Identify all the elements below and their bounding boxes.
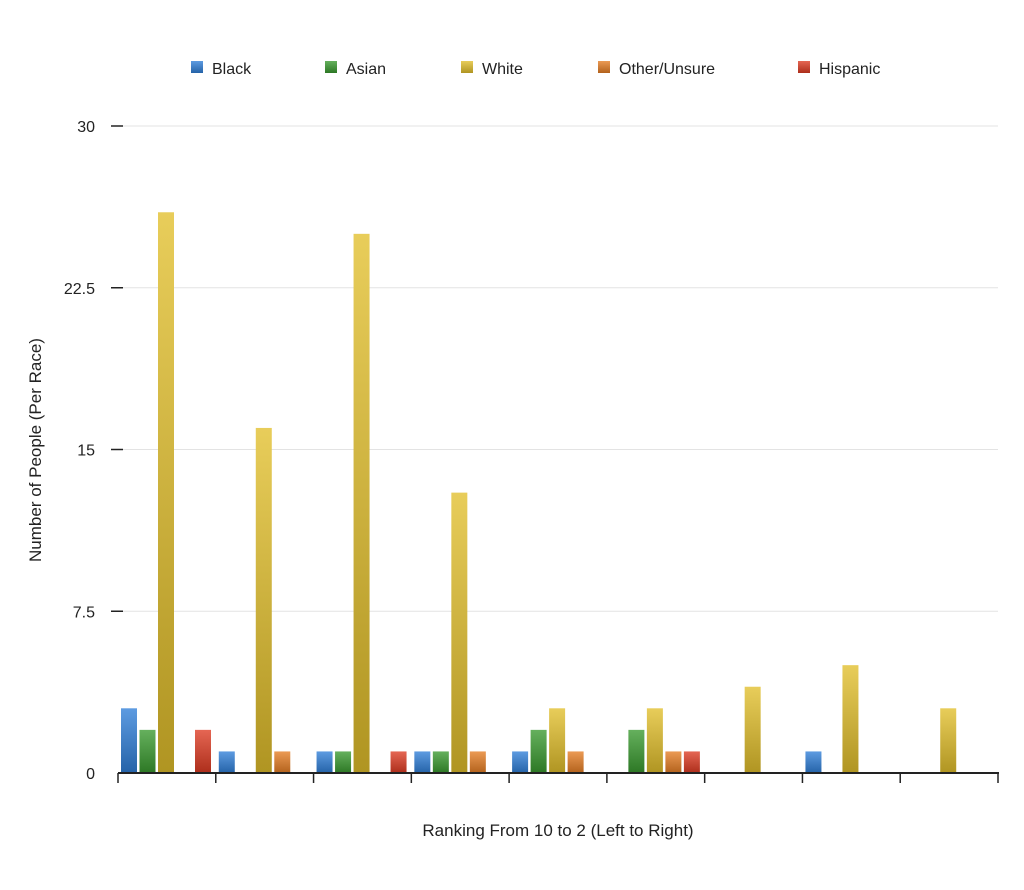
bar [451, 492, 468, 773]
legend: Black Asian White Other/Unsure Hispanic [191, 61, 880, 78]
bar [139, 729, 156, 773]
bar [432, 751, 449, 773]
legend-swatch [325, 61, 337, 73]
y-tick-label: 22.5 [64, 281, 95, 298]
legend-item: Other/Unsure [598, 61, 715, 78]
bar [665, 751, 682, 773]
bar [255, 427, 272, 773]
legend-swatch [191, 61, 203, 73]
y-tick-label: 7.5 [73, 604, 95, 621]
bar [274, 751, 291, 773]
bar [842, 665, 859, 773]
y-tick-label: 0 [86, 766, 95, 783]
y-axis-label: Number of People (Per Race) [26, 338, 45, 562]
legend-item: Black [191, 61, 252, 78]
legend-item: Hispanic [798, 61, 880, 78]
y-axis: 0 7.5 15 22.5 30 [64, 119, 123, 783]
legend-label: Asian [346, 61, 386, 78]
bar [940, 708, 957, 773]
y-tick-label: 30 [77, 119, 95, 136]
bar [158, 212, 174, 773]
legend-item: White [461, 61, 523, 78]
gridlines [118, 125, 998, 612]
legend-label: White [482, 61, 523, 78]
bar [316, 751, 333, 773]
bar [805, 751, 822, 773]
bar [683, 751, 700, 773]
bar [567, 751, 584, 773]
bar [121, 708, 137, 773]
legend-label: Black [212, 61, 252, 78]
legend-swatch [798, 61, 810, 73]
y-tick-label: 15 [77, 443, 95, 460]
bar [646, 708, 663, 773]
bar [744, 686, 761, 773]
bar [549, 708, 566, 773]
bar [353, 233, 370, 774]
bar [335, 751, 352, 773]
bar [218, 751, 235, 773]
bar [195, 729, 211, 773]
legend-label: Other/Unsure [619, 61, 715, 78]
bar [512, 751, 529, 773]
bars [121, 212, 957, 774]
bar [414, 751, 431, 773]
legend-swatch [461, 61, 473, 73]
bar [628, 729, 645, 773]
x-axis-label: Ranking From 10 to 2 (Left to Right) [422, 821, 693, 840]
x-axis [117, 772, 999, 783]
legend-label: Hispanic [819, 61, 880, 78]
legend-item: Asian [325, 61, 386, 78]
bar [530, 729, 547, 773]
bar [390, 751, 407, 773]
legend-swatch [598, 61, 610, 73]
bar [469, 751, 486, 773]
